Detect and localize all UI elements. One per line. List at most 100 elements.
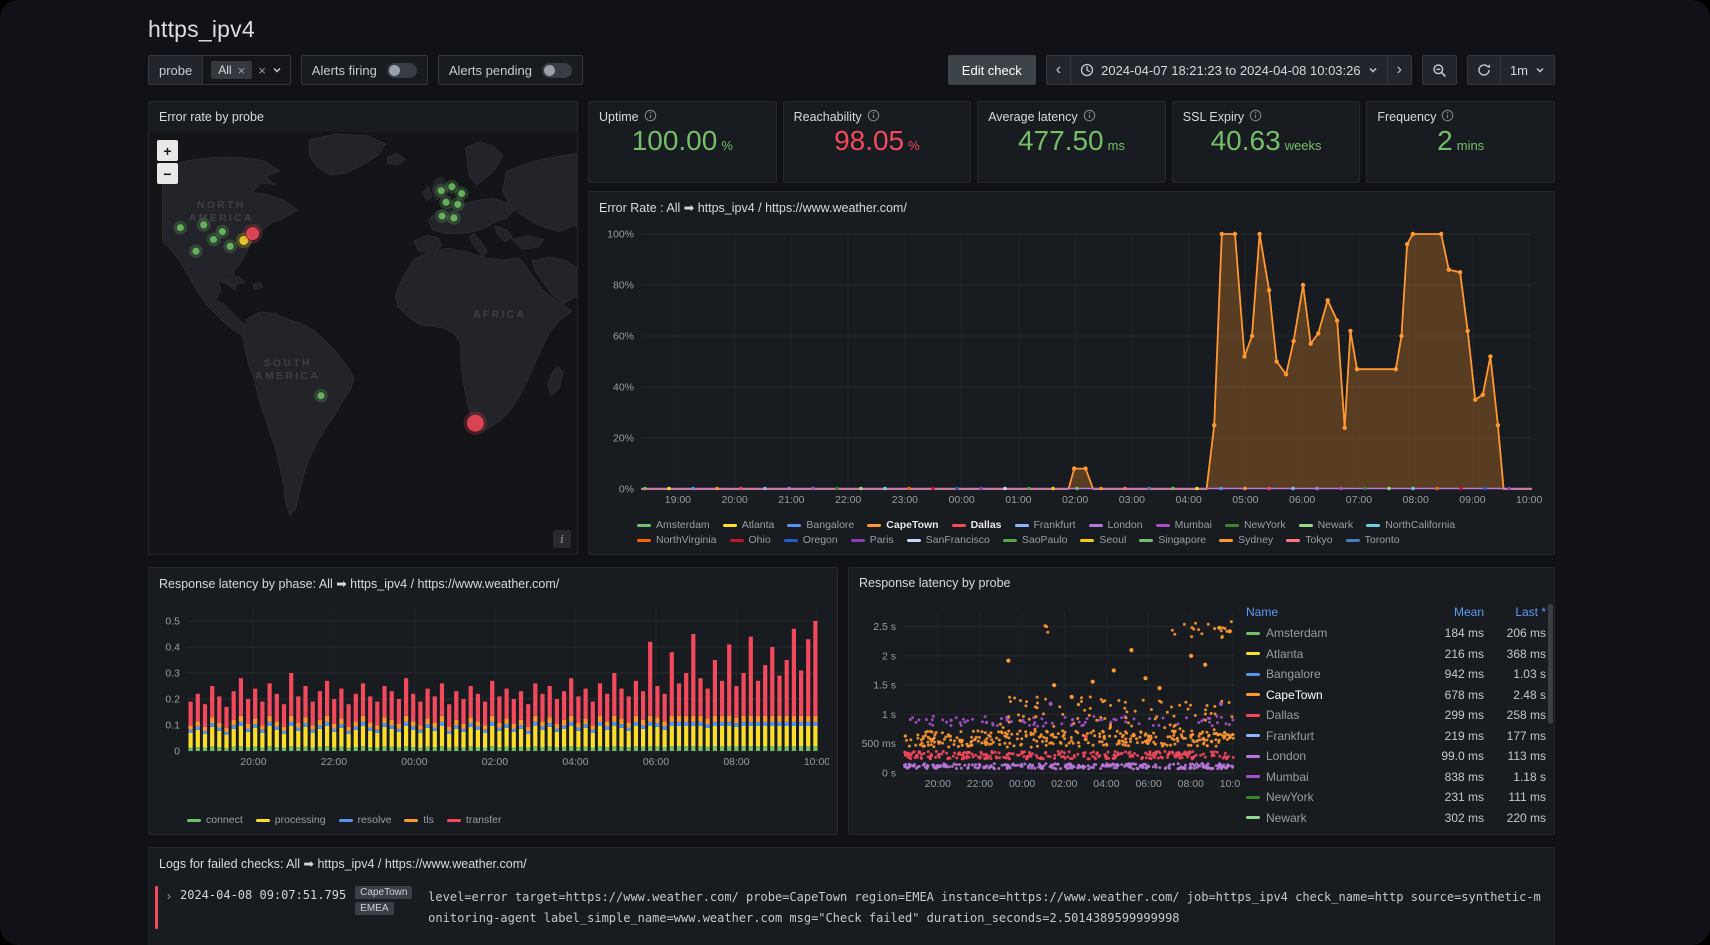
info-icon[interactable]	[644, 109, 657, 125]
refresh-interval-dropdown[interactable]: 1m	[1501, 55, 1555, 85]
zoom-out-icon	[1432, 63, 1447, 78]
log-row[interactable]: ›2024-04-08 09:07:51.795CapeTownEMEAleve…	[155, 886, 1544, 929]
world-map[interactable]: NORTHAMERICASOUTHAMERICAAFRICA	[149, 132, 577, 554]
legend-item-tokyo[interactable]: Tokyo	[1286, 534, 1332, 546]
panel-header-latency-by-probe[interactable]: Response latency by probe	[849, 568, 1554, 598]
legend-item-mumbai[interactable]: Mumbai	[1156, 519, 1212, 531]
time-shift-back-button[interactable]: ‹	[1046, 55, 1071, 85]
info-icon[interactable]	[1441, 109, 1454, 125]
table-row-bangalore[interactable]: Bangalore942 ms1.03 s	[1246, 664, 1546, 685]
legend-item-sanfrancisco[interactable]: SanFrancisco	[907, 534, 990, 546]
panel-header-error-rate[interactable]: Error Rate : All ➡ https_ipv4 / https://…	[589, 192, 1554, 222]
chevron-down-icon[interactable]	[272, 65, 282, 75]
legend-label: Atlanta	[742, 519, 775, 531]
legend-item-tls[interactable]: tls	[404, 814, 434, 826]
last-value: 220 ms	[1484, 811, 1546, 825]
table-row-newyork[interactable]: NewYork231 ms111 ms	[1246, 787, 1546, 808]
error-rate-chart[interactable]: 0%20%40%60%80%100%19:0020:0021:0022:0023…	[597, 224, 1546, 516]
panel-header-error-rate-by-probe[interactable]: Error rate by probe	[149, 102, 577, 132]
stat-value: 40.63weeks	[1173, 125, 1360, 182]
latency-by-phase-chart[interactable]: 00.10.20.30.40.520:0022:0000:0002:0004:0…	[157, 600, 829, 811]
latency-by-probe-chart[interactable]: 0 s500 ms1 s1.5 s2 s2.5 s20:0022:0000:00…	[857, 600, 1240, 828]
legend-label: NewYork	[1244, 519, 1286, 531]
legend-item-newark[interactable]: Newark	[1299, 519, 1354, 531]
legend-item-ohio[interactable]: Ohio	[730, 534, 771, 546]
stat-average-latency-panel: Average latency 477.50ms	[977, 101, 1166, 183]
legend-item-saopaulo[interactable]: SaoPaulo	[1003, 534, 1068, 546]
table-row-amsterdam[interactable]: Amsterdam184 ms206 ms	[1246, 623, 1546, 644]
alerts-firing-toggle[interactable]	[387, 63, 417, 78]
mean-value: 678 ms	[1422, 688, 1484, 702]
table-row-mumbai[interactable]: Mumbai838 ms1.18 s	[1246, 767, 1546, 788]
svg-text:22:00: 22:00	[321, 756, 347, 768]
legend-item-sydney[interactable]: Sydney	[1219, 534, 1273, 546]
legend-item-bangalore[interactable]: Bangalore	[787, 519, 854, 531]
legend-item-newyork[interactable]: NewYork	[1225, 519, 1286, 531]
table-row-london[interactable]: London99.0 ms113 ms	[1246, 746, 1546, 767]
probe-filter[interactable]: probe All × ×	[148, 55, 291, 85]
legend-item-oregon[interactable]: Oregon	[784, 534, 838, 546]
map-zoom-out-button[interactable]: −	[157, 163, 178, 184]
series-color-swatch	[1225, 524, 1239, 527]
info-icon[interactable]	[1249, 109, 1262, 125]
svg-text:20%: 20%	[613, 433, 634, 445]
legend-item-london[interactable]: London	[1089, 519, 1143, 531]
series-color-swatch	[1366, 524, 1380, 527]
legend-item-toronto[interactable]: Toronto	[1346, 534, 1400, 546]
probe-filter-chip[interactable]: All ×	[211, 61, 252, 79]
legend-item-northcalifornia[interactable]: NorthCalifornia	[1366, 519, 1455, 531]
series-color-swatch	[730, 539, 744, 542]
info-icon[interactable]	[1083, 109, 1096, 125]
column-header-name[interactable]: Name	[1246, 605, 1422, 619]
panel-header-logs[interactable]: Logs for failed checks: All ➡ https_ipv4…	[149, 848, 1554, 878]
series-color-swatch	[637, 524, 651, 527]
legend-item-capetown[interactable]: CapeTown	[867, 519, 938, 531]
alerts-firing-filter: Alerts firing	[301, 55, 428, 85]
legend-item-atlanta[interactable]: Atlanta	[723, 519, 775, 531]
table-row-dallas[interactable]: Dallas299 ms258 ms	[1246, 705, 1546, 726]
toolbar: probe All × × Alerts firing Aler	[148, 55, 1555, 85]
legend-item-transfer[interactable]: transfer	[447, 814, 502, 826]
series-color-swatch	[907, 539, 921, 542]
attribution-icon[interactable]: i	[553, 530, 571, 548]
chevron-right-icon[interactable]: ›	[167, 889, 171, 903]
time-range-picker[interactable]: 2024-04-07 18:21:23 to 2024-04-08 10:03:…	[1071, 55, 1388, 85]
column-header-mean[interactable]: Mean	[1422, 605, 1484, 619]
svg-text:00:00: 00:00	[401, 756, 427, 768]
map-zoom-in-button[interactable]: +	[157, 140, 178, 161]
legend-item-northvirginia[interactable]: NorthVirginia	[637, 534, 717, 546]
info-icon[interactable]	[867, 109, 880, 125]
latency-by-phase-panel: Response latency by phase: All ➡ https_i…	[148, 567, 838, 835]
legend-item-paris[interactable]: Paris	[851, 534, 894, 546]
series-color-swatch	[1246, 673, 1260, 676]
legend-item-processing[interactable]: processing	[256, 814, 326, 826]
series-color-swatch	[851, 539, 865, 542]
legend-item-frankfurt[interactable]: Frankfurt	[1015, 519, 1076, 531]
legend-item-amsterdam[interactable]: Amsterdam	[637, 519, 710, 531]
latency-by-probe-panel: Response latency by probe 0 s500 ms1 s1.…	[848, 567, 1555, 835]
time-shift-forward-button[interactable]: ›	[1388, 55, 1412, 85]
legend-item-singapore[interactable]: Singapore	[1139, 534, 1206, 546]
clear-icon[interactable]: ×	[258, 64, 266, 77]
zoom-out-time-button[interactable]	[1422, 55, 1457, 85]
alerts-pending-toggle[interactable]	[542, 63, 572, 78]
panel-header-latency-by-phase[interactable]: Response latency by phase: All ➡ https_i…	[149, 568, 837, 598]
legend-item-resolve[interactable]: resolve	[339, 814, 392, 826]
table-row-newark[interactable]: Newark302 ms220 ms	[1246, 808, 1546, 829]
log-timestamp: 2024-04-08 09:07:51.795	[180, 888, 346, 902]
column-header-last[interactable]: Last *	[1484, 605, 1546, 619]
svg-text:03:00: 03:00	[1119, 494, 1145, 506]
probe-name: London	[1266, 749, 1306, 763]
edit-check-button[interactable]: Edit check	[948, 55, 1036, 85]
table-row-capetown[interactable]: CapeTown678 ms2.48 s	[1246, 685, 1546, 706]
legend-item-seoul[interactable]: Seoul	[1080, 534, 1126, 546]
table-row-frankfurt[interactable]: Frankfurt219 ms177 ms	[1246, 726, 1546, 747]
close-icon[interactable]: ×	[238, 64, 246, 77]
legend-item-connect[interactable]: connect	[187, 814, 243, 826]
legend-label: processing	[275, 814, 326, 826]
refresh-button[interactable]	[1467, 55, 1501, 85]
table-scrollbar[interactable]	[1548, 604, 1553, 724]
svg-text:02:00: 02:00	[1062, 494, 1088, 506]
table-row-atlanta[interactable]: Atlanta216 ms368 ms	[1246, 644, 1546, 665]
legend-item-dallas[interactable]: Dallas	[952, 519, 1002, 531]
